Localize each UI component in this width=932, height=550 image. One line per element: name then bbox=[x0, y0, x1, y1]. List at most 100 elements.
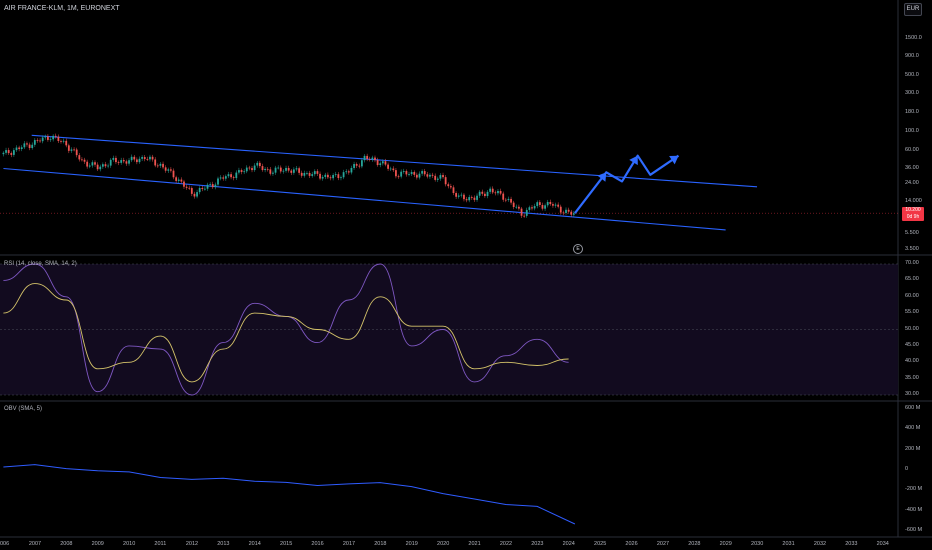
candle-body bbox=[198, 188, 201, 193]
price-pane[interactable] bbox=[0, 0, 932, 538]
obv-pane[interactable] bbox=[3, 464, 576, 525]
candle-body bbox=[183, 181, 185, 187]
candle-body bbox=[162, 163, 164, 168]
candle-body bbox=[28, 144, 31, 149]
candle-body bbox=[10, 153, 13, 155]
candle-body bbox=[308, 172, 311, 176]
candle-body bbox=[217, 178, 219, 185]
candle-body bbox=[332, 175, 335, 179]
symbol-title: AIR FRANCE-KLM, 1M, EURONEXT bbox=[4, 5, 120, 12]
candle-body bbox=[303, 172, 306, 176]
candle-body bbox=[169, 169, 172, 171]
candle-body bbox=[321, 176, 324, 179]
candle-body bbox=[478, 191, 481, 196]
rsi-axis-tick: 65.00 bbox=[905, 276, 919, 283]
rsi-label: RSI (14, close, SMA, 14, 2) bbox=[4, 261, 77, 267]
price-axis-tick: 300.0 bbox=[905, 90, 919, 96]
candle-body bbox=[261, 166, 264, 171]
candle-body bbox=[214, 184, 217, 188]
candle-body bbox=[109, 159, 112, 166]
time-axis-tick: 2031 bbox=[782, 541, 795, 547]
candle-body bbox=[520, 208, 523, 216]
candle-body bbox=[439, 175, 442, 179]
candle-body bbox=[224, 176, 227, 179]
candle-body bbox=[266, 168, 269, 170]
time-axis-tick: 2019 bbox=[405, 541, 418, 547]
earnings-event-icon[interactable]: E bbox=[573, 244, 583, 254]
candle-body bbox=[115, 157, 117, 163]
candle-body bbox=[402, 171, 405, 172]
candle-body bbox=[559, 206, 562, 213]
candle-body bbox=[243, 171, 246, 173]
candle-body bbox=[175, 177, 178, 181]
candle-body bbox=[240, 170, 243, 173]
candle-body bbox=[329, 177, 332, 179]
candle-body bbox=[193, 193, 196, 197]
candle-body bbox=[185, 186, 188, 188]
candle-body bbox=[86, 161, 89, 167]
candle-body bbox=[554, 204, 557, 206]
candle-body bbox=[536, 202, 539, 207]
time-axis-tick: 2027 bbox=[656, 541, 670, 547]
candle-body bbox=[177, 179, 180, 181]
candle-body bbox=[235, 172, 238, 179]
candle-body bbox=[397, 176, 400, 178]
candle-body bbox=[143, 157, 146, 160]
candle-body bbox=[515, 206, 518, 208]
candle-body bbox=[572, 213, 575, 215]
candle-body bbox=[94, 162, 96, 165]
candle-body bbox=[47, 136, 49, 140]
candle-body bbox=[180, 179, 183, 182]
candle-body bbox=[104, 164, 107, 167]
candle-body bbox=[353, 164, 355, 168]
candle-body bbox=[60, 141, 62, 142]
time-axis-tick: 2032 bbox=[813, 541, 827, 547]
time-axis-tick: 2012 bbox=[185, 541, 199, 547]
price-axis-tick: 900.0 bbox=[905, 53, 919, 59]
candle-body bbox=[141, 157, 144, 159]
rsi-axis-tick: 50.00 bbox=[905, 325, 919, 332]
obv-axis-tick: 400 M bbox=[905, 425, 921, 432]
rsi-axis-tick: 45.00 bbox=[905, 342, 919, 348]
candle-body bbox=[379, 163, 382, 166]
candle-body bbox=[78, 155, 81, 160]
candle-body bbox=[426, 174, 429, 177]
candle-body bbox=[274, 167, 277, 173]
candle-body bbox=[277, 167, 280, 169]
candle-body bbox=[164, 167, 167, 171]
candle-body bbox=[311, 174, 314, 176]
candle-body bbox=[211, 184, 214, 188]
candle-body bbox=[222, 177, 225, 179]
candle-body bbox=[423, 171, 426, 175]
candle-body bbox=[444, 177, 447, 185]
rsi-axis-tick: 55.00 bbox=[905, 309, 919, 316]
candle-body bbox=[201, 188, 204, 189]
candle-body bbox=[565, 209, 567, 213]
candle-body bbox=[125, 161, 128, 164]
projection-arrow-line bbox=[574, 154, 680, 214]
candle-body bbox=[54, 135, 57, 137]
candle-body bbox=[88, 165, 91, 167]
time-axis-tick: 2029 bbox=[719, 541, 732, 547]
price-axis-tick: 1500.0 bbox=[905, 35, 922, 41]
candle-body bbox=[75, 149, 78, 156]
candle-body bbox=[120, 160, 123, 163]
candle-body bbox=[436, 178, 439, 180]
price-axis-tick: 36.00 bbox=[905, 165, 919, 171]
candle-body bbox=[149, 156, 151, 160]
candle-body bbox=[395, 170, 397, 177]
candle-body bbox=[298, 168, 301, 173]
candle-body bbox=[188, 187, 191, 189]
currency-button[interactable]: EUR bbox=[904, 3, 922, 16]
candle-body bbox=[389, 168, 392, 170]
candle-body bbox=[413, 172, 416, 175]
candle-body bbox=[204, 188, 206, 190]
candle-body bbox=[429, 174, 431, 177]
candle-body bbox=[107, 165, 109, 167]
rsi-pane[interactable] bbox=[0, 263, 898, 396]
candle-body bbox=[290, 170, 293, 173]
candle-body bbox=[292, 169, 295, 173]
candle-body bbox=[227, 174, 230, 177]
candle-body bbox=[342, 172, 345, 178]
